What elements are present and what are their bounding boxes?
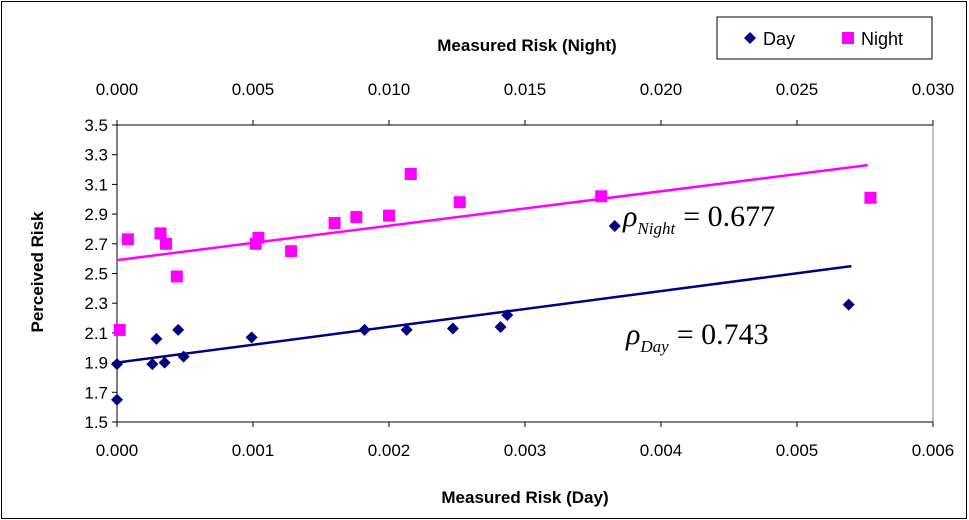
x-bottom-tick-label: 0.003 (504, 441, 547, 460)
day-data-point (158, 356, 171, 369)
y-tick-label: 2.7 (84, 235, 108, 254)
day-data-point (111, 393, 123, 406)
x-bottom-tick-label: 0.006 (912, 441, 955, 460)
x-top-tick-label: 0.000 (96, 80, 139, 99)
night-data-point (285, 245, 298, 258)
legend: Day Night (716, 16, 933, 60)
day-rho-subscript: Day (639, 337, 669, 356)
night-data-point (170, 270, 183, 283)
day-data-point (150, 332, 163, 345)
y-tick-label: 2.3 (84, 294, 108, 313)
y-tick-label: 2.9 (84, 205, 108, 224)
y-tick-label: 2.1 (84, 324, 108, 343)
y-tick-label: 1.5 (84, 413, 108, 432)
night-data-point (350, 211, 363, 224)
day-data-point (494, 320, 507, 333)
y-tick-label: 1.7 (84, 383, 108, 402)
legend-night-label: Night (861, 29, 903, 49)
day-trend-line (116, 264, 852, 364)
night-data-point (121, 233, 134, 246)
day-data-point (446, 322, 459, 335)
day-data-point (842, 298, 855, 311)
x-top-tick-label: 0.020 (640, 80, 683, 99)
night-rho-symbol: ρ (622, 200, 637, 233)
x-top-tick-label: 0.025 (776, 80, 819, 99)
night-rho-subscript: Night (636, 219, 676, 238)
day-data-point (177, 350, 190, 363)
x-top-tick-label: 0.030 (912, 80, 955, 99)
night-trend-line (116, 163, 868, 262)
night-data-point (159, 237, 172, 250)
day-rho-symbol: ρ (625, 318, 640, 351)
legend-night-marker (842, 32, 854, 44)
day-data-point (358, 323, 371, 336)
day-correlation-annotation: ρDay = 0.743 (625, 318, 769, 356)
y-axis: 1.5 1.7 1.9 2.1 2.3 2.5 2.7 2.9 3.1 3.3 3.5 (84, 116, 118, 432)
y-axis-title: Perceived Risk (28, 211, 47, 333)
bottom-axis: 0.000 0.001 0.002 0.003 0.004 0.005 0.006 (96, 421, 955, 460)
day-data-point (608, 219, 621, 232)
top-axis: 0.000 0.005 0.010 0.015 0.020 0.025 0.030 (96, 80, 955, 126)
data-markers (111, 168, 877, 406)
trend-lines (116, 163, 868, 364)
day-data-point (111, 358, 123, 371)
y-tick-label: 2.5 (84, 265, 108, 284)
y-tick-label: 3.1 (84, 175, 108, 194)
x-top-tick-label: 0.010 (368, 80, 411, 99)
day-data-point (501, 309, 514, 322)
day-data-point (146, 358, 159, 371)
y-tick-label: 1.9 (84, 354, 108, 373)
y-tick-label: 3.3 (84, 146, 108, 165)
night-data-point (154, 227, 167, 240)
night-data-point (595, 190, 608, 203)
night-correlation-annotation: ρNight = 0.677 (622, 200, 775, 238)
x-bottom-tick-label: 0.002 (368, 441, 411, 460)
night-rho-value: = 0.677 (683, 200, 775, 233)
x-top-tick-label: 0.005 (232, 80, 275, 99)
x-top-tick-label: 0.015 (504, 80, 547, 99)
legend-day-marker (744, 32, 756, 44)
x-bottom-tick-label: 0.001 (232, 441, 275, 460)
day-rho-value: = 0.743 (677, 318, 769, 351)
x-bottom-axis-title: Measured Risk (Day) (441, 488, 608, 507)
night-data-point (864, 191, 877, 204)
x-bottom-tick-label: 0.005 (776, 441, 819, 460)
night-data-point (328, 217, 341, 230)
night-data-point (453, 196, 466, 209)
legend-day-label: Day (763, 29, 795, 49)
night-data-point (252, 231, 265, 244)
day-data-point (172, 323, 185, 336)
night-data-point (404, 168, 417, 181)
night-data-point (383, 209, 395, 222)
day-data-point (400, 323, 413, 336)
day-data-point (245, 331, 258, 344)
x-bottom-tick-label: 0.004 (640, 441, 683, 460)
x-bottom-tick-label: 0.000 (96, 441, 139, 460)
night-data-point (113, 323, 126, 336)
y-tick-label: 3.5 (84, 116, 108, 135)
x-top-axis-title: Measured Risk (Night) (437, 36, 616, 55)
